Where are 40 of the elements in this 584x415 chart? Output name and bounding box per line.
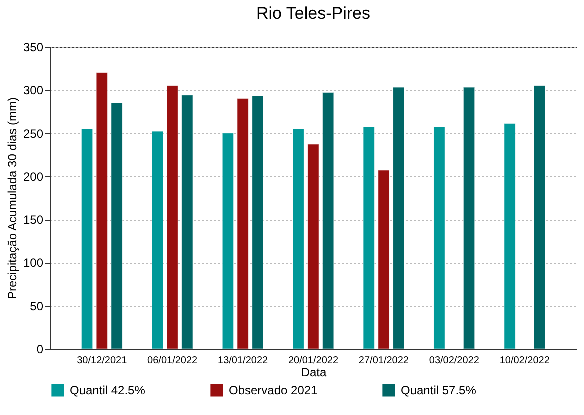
x-tick-label: 06/01/2022 — [148, 356, 198, 366]
bar — [392, 87, 405, 350]
bar — [166, 86, 178, 350]
bar — [308, 144, 320, 350]
x-tick-label: 27/01/2022 — [358, 356, 410, 366]
bar — [222, 132, 234, 350]
bar — [434, 126, 446, 350]
x-tick-label: 03/02/2022 — [429, 356, 480, 366]
y-tick-label: 200 — [23, 170, 44, 184]
bar — [152, 131, 164, 350]
bar — [96, 72, 108, 350]
bar — [237, 98, 249, 350]
chart-title: Rio Teles-Pires — [256, 4, 371, 23]
bar — [363, 126, 375, 350]
x-tick-label: 10/02/2022 — [500, 356, 550, 366]
bar — [504, 123, 516, 350]
y-tick-label: 300 — [23, 84, 44, 98]
bar — [322, 92, 334, 350]
x-tick-label: 20/01/2022 — [288, 356, 339, 366]
x-tick-label: 13/01/2022 — [218, 356, 268, 366]
x-tick-label: 30/12/2021 — [77, 356, 128, 366]
legend-label: Quantil 57.5% — [401, 383, 477, 398]
legend-label: Observado 2021 — [229, 383, 318, 398]
y-tick-label: 0 — [36, 342, 44, 356]
y-tick-label: 100 — [23, 256, 44, 270]
bar — [463, 87, 476, 350]
bar — [534, 86, 546, 350]
y-axis-title: Precipitação Acumulada 30 dias (mm) — [5, 97, 20, 300]
bar — [378, 170, 390, 350]
y-tick-label: 150 — [23, 213, 44, 228]
y-tick-label: 50 — [30, 299, 44, 314]
bar — [111, 102, 123, 350]
legend-label: Quantil 42.5% — [70, 383, 146, 398]
bar — [81, 128, 94, 350]
bar — [252, 96, 264, 350]
x-axis-title: Data — [301, 366, 327, 380]
y-tick-label: 350 — [23, 40, 44, 54]
y-tick-label: 250 — [23, 126, 44, 141]
bar — [292, 128, 305, 350]
bar — [182, 95, 194, 350]
